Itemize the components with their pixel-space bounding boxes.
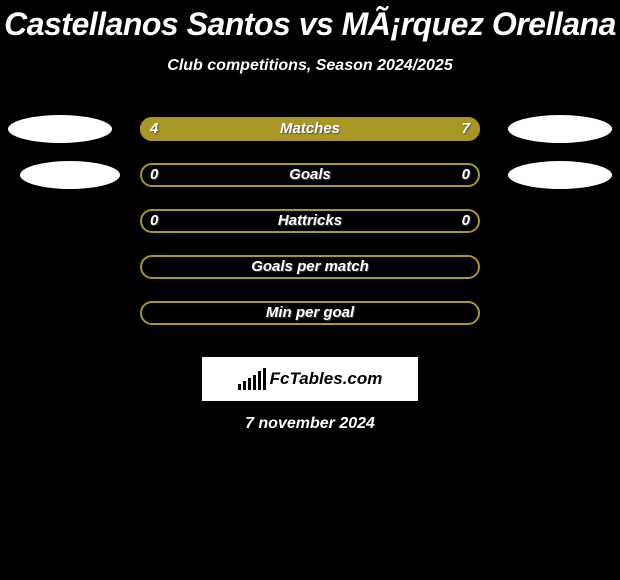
left-badge-ellipse (20, 161, 120, 189)
right-badge-ellipse (508, 115, 612, 143)
subtitle: Club competitions, Season 2024/2025 (0, 57, 620, 75)
stat-row: Min per goal (0, 301, 620, 347)
stat-label: Goals per match (140, 255, 480, 279)
stat-value-left: 0 (150, 209, 158, 233)
date-text: 7 november 2024 (0, 415, 620, 433)
brand-logo-bars-icon (238, 368, 266, 390)
stat-row: Matches4 7 (0, 117, 620, 163)
left-badge-ellipse (8, 115, 112, 143)
stat-bar: Goals (140, 163, 480, 187)
stat-label: Hattricks (140, 209, 480, 233)
stat-row: Goals0 0 (0, 163, 620, 209)
page-title: Castellanos Santos vs MÃ¡rquez Orellana (0, 0, 620, 43)
comparison-card: Castellanos Santos vs MÃ¡rquez Orellana … (0, 0, 620, 433)
stat-row: Hattricks0 0 (0, 209, 620, 255)
stat-row: Goals per match (0, 255, 620, 301)
stat-bar: Hattricks (140, 209, 480, 233)
stat-rows: Matches47Goals00Hattricks00Goals per mat… (0, 117, 620, 347)
stat-bar: Goals per match (140, 255, 480, 279)
stat-value-right: 0 (462, 209, 470, 233)
stat-label: Min per goal (140, 301, 480, 325)
stat-label: Matches (140, 117, 480, 141)
stat-bar: Matches (140, 117, 480, 141)
stat-value-right: 0 (462, 163, 470, 187)
brand-logo: FcTables.com (202, 357, 418, 401)
stat-value-left: 0 (150, 163, 158, 187)
brand-logo-text: FcTables.com (270, 369, 383, 389)
right-badge-ellipse (508, 161, 612, 189)
stat-value-right: 7 (462, 117, 470, 141)
stat-value-left: 4 (150, 117, 158, 141)
stat-label: Goals (140, 163, 480, 187)
stat-bar: Min per goal (140, 301, 480, 325)
